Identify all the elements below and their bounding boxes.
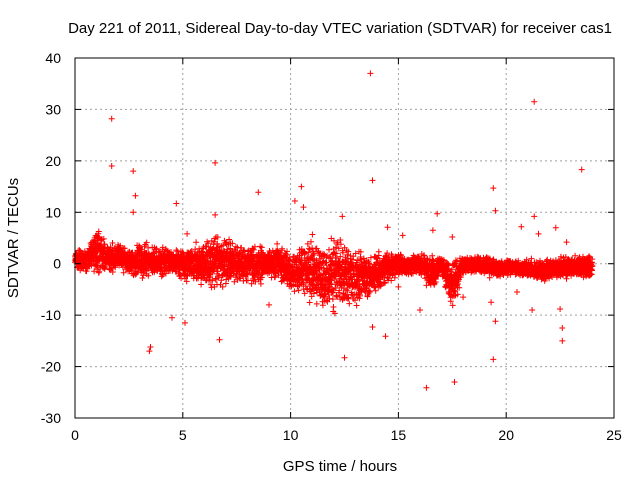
data-point [91, 237, 98, 244]
outlier-point [563, 239, 570, 246]
y-tick-label: 20 [45, 153, 61, 169]
outlier-point [535, 230, 542, 237]
outlier-point [369, 177, 376, 184]
data-point [309, 231, 316, 238]
outlier-point [146, 348, 153, 355]
outlier-point [266, 301, 272, 308]
outlier-point [384, 224, 391, 231]
data-point [313, 300, 320, 307]
outlier-point [488, 299, 495, 306]
y-tick-label: 30 [45, 101, 61, 117]
grid-layer [75, 58, 614, 418]
data-point [139, 275, 146, 281]
outlier-point [341, 354, 348, 361]
data-points-layer [72, 70, 596, 391]
outlier-point [514, 289, 520, 295]
outlier-point [216, 336, 223, 343]
data-point [100, 235, 107, 242]
outlier-point [147, 344, 154, 350]
data-point [257, 243, 264, 250]
outlier-point [417, 307, 423, 313]
y-tick-label: 0 [53, 256, 61, 272]
y-tick-label: 40 [45, 50, 61, 66]
outlier-point [130, 209, 137, 216]
outlier-point [132, 192, 139, 199]
outlier-point [531, 213, 538, 220]
outlier-point [382, 333, 389, 340]
data-point [306, 299, 313, 306]
x-tick-label: 15 [391, 427, 407, 443]
x-tick-label: 20 [498, 427, 514, 443]
outlier-point [291, 198, 298, 204]
data-point [258, 244, 265, 251]
outlier-point [531, 98, 538, 105]
data-point [291, 288, 298, 295]
outlier-point [460, 294, 467, 301]
data-point [120, 269, 127, 276]
data-point [109, 240, 116, 246]
outlier-point [557, 306, 564, 312]
outlier-point [395, 283, 402, 290]
outlier-point [559, 325, 566, 331]
outlier-point [298, 183, 305, 190]
y-tick-label: 10 [45, 204, 61, 220]
outlier-point [492, 207, 499, 214]
x-axis-label: GPS time / hours [283, 458, 397, 475]
outlier-point [367, 70, 374, 77]
x-tick-label: 10 [283, 427, 299, 443]
data-point [95, 233, 102, 240]
data-point [295, 287, 302, 294]
y-tick-label: -10 [41, 307, 61, 323]
outlier-point [490, 356, 497, 363]
plot-frame [74, 57, 615, 419]
outlier-point [369, 324, 376, 330]
data-point [193, 239, 200, 246]
data-point [353, 302, 360, 309]
x-tick-label: 5 [179, 427, 187, 443]
outlier-point [490, 185, 497, 192]
data-point [109, 269, 116, 275]
outlier-point [339, 213, 346, 220]
outlier-point [578, 166, 585, 173]
outlier-point [184, 230, 191, 237]
outlier-point [529, 307, 536, 313]
outlier-point [255, 189, 262, 196]
data-point [198, 281, 205, 288]
outlier-point [449, 234, 456, 240]
outlier-point [212, 211, 219, 218]
outlier-point [492, 318, 499, 325]
x-tick-label: 25 [606, 427, 622, 443]
data-point [375, 248, 382, 255]
outlier-point [108, 163, 115, 169]
outlier-point [300, 204, 307, 211]
y-axis-label: SDTVAR / TECUs [5, 178, 22, 298]
outlier-point [212, 159, 219, 166]
outlier-point [434, 210, 441, 217]
outlier-point [108, 115, 115, 122]
data-point [346, 300, 353, 307]
data-point [106, 261, 113, 268]
chart-title: Day 221 of 2011, Sidereal Day-to-day VTE… [68, 20, 612, 37]
data-point [139, 246, 145, 253]
outlier-point [169, 314, 175, 321]
outlier-point [399, 232, 406, 239]
outlier-point [559, 337, 566, 344]
data-point [91, 268, 98, 275]
data-point [95, 228, 102, 235]
data-point [274, 240, 281, 247]
outlier-point [518, 223, 525, 230]
outlier-point [423, 384, 430, 391]
outlier-point [451, 379, 458, 385]
y-tick-label: -20 [41, 359, 61, 375]
outlier-point [130, 168, 137, 175]
data-point [96, 268, 103, 275]
y-tick-label: -30 [41, 410, 61, 426]
outlier-point [552, 224, 559, 231]
outlier-point [173, 200, 180, 207]
x-tick-label: 0 [71, 427, 79, 443]
outlier-point [429, 227, 436, 234]
